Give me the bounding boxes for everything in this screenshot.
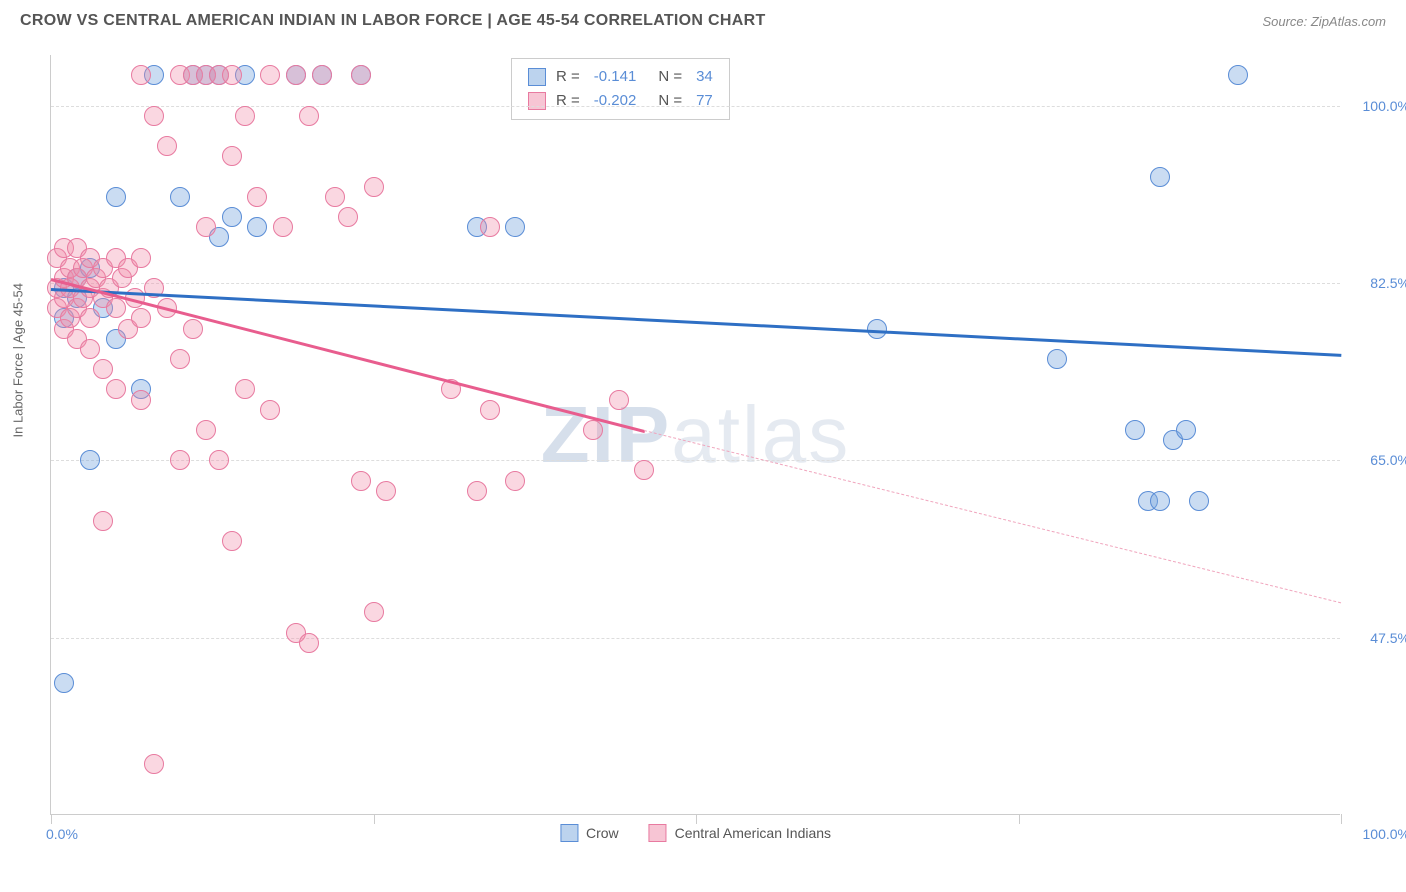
x-tick-label: 100.0% [1363,826,1406,842]
data-point [260,65,280,85]
y-tick-label: 65.0% [1350,452,1406,468]
data-point [480,217,500,237]
data-point [131,308,151,328]
data-point [609,390,629,410]
source-attribution: Source: ZipAtlas.com [1262,14,1386,29]
data-point [80,339,100,359]
data-point [106,298,126,318]
data-point [183,319,203,339]
data-point [583,420,603,440]
chart-header: CROW VS CENTRAL AMERICAN INDIAN IN LABOR… [0,0,1406,38]
gridline-h [51,460,1340,461]
data-point [131,248,151,268]
data-point [196,217,216,237]
legend-row-cai: R = -0.202 N = 77 [528,89,713,113]
chart-title: CROW VS CENTRAL AMERICAN INDIAN IN LABOR… [20,12,766,30]
x-tick [696,814,697,824]
legend-item-crow: Crow [560,824,619,842]
data-point [131,390,151,410]
data-point [1150,167,1170,187]
swatch-blue-icon [528,68,546,86]
data-point [351,65,371,85]
gridline-h [51,283,1340,284]
data-point [260,400,280,420]
data-point [325,187,345,207]
x-tick [374,814,375,824]
legend-item-cai: Central American Indians [649,824,831,842]
data-point [505,471,525,491]
data-point [247,187,267,207]
data-point [170,450,190,470]
data-point [867,319,887,339]
x-tick-label: 0.0% [46,826,78,842]
data-point [222,531,242,551]
correlation-legend: R = -0.141 N = 34 R = -0.202 N = 77 [511,58,730,120]
data-point [1189,491,1209,511]
y-tick-label: 100.0% [1350,98,1406,114]
data-point [364,602,384,622]
x-tick [51,814,52,824]
data-point [131,65,151,85]
data-point [299,106,319,126]
y-axis-label: In Labor Force | Age 45-54 [11,283,26,437]
data-point [351,471,371,491]
data-point [209,450,229,470]
trend-line [51,288,1341,357]
data-point [80,450,100,470]
trend-line [644,430,1341,603]
data-point [273,217,293,237]
data-point [222,65,242,85]
data-point [1176,420,1196,440]
data-point [106,379,126,399]
data-point [54,673,74,693]
data-point [634,460,654,480]
data-point [157,136,177,156]
data-point [144,754,164,774]
x-tick [1341,814,1342,824]
trend-line [51,278,645,433]
data-point [364,177,384,197]
data-point [222,207,242,227]
data-point [196,420,216,440]
data-point [338,207,358,227]
swatch-pink-icon [528,92,546,110]
data-point [1228,65,1248,85]
data-point [235,106,255,126]
data-point [505,217,525,237]
data-point [106,187,126,207]
data-point [93,359,113,379]
data-point [286,65,306,85]
y-tick-label: 47.5% [1350,630,1406,646]
data-point [312,65,332,85]
data-point [144,106,164,126]
swatch-pink-icon [649,824,667,842]
legend-row-crow: R = -0.141 N = 34 [528,65,713,89]
data-point [80,308,100,328]
data-point [247,217,267,237]
y-tick-label: 82.5% [1350,275,1406,291]
data-point [1125,420,1145,440]
data-point [467,481,487,501]
gridline-h [51,638,1340,639]
scatter-chart: ZIPatlas R = -0.141 N = 34 R = -0.202 N … [50,55,1340,815]
data-point [1047,349,1067,369]
data-point [93,511,113,531]
data-point [170,187,190,207]
series-legend: Crow Central American Indians [560,824,831,842]
data-point [222,146,242,166]
x-tick [1019,814,1020,824]
swatch-blue-icon [560,824,578,842]
data-point [1150,491,1170,511]
data-point [480,400,500,420]
data-point [170,349,190,369]
data-point [235,379,255,399]
data-point [376,481,396,501]
data-point [299,633,319,653]
